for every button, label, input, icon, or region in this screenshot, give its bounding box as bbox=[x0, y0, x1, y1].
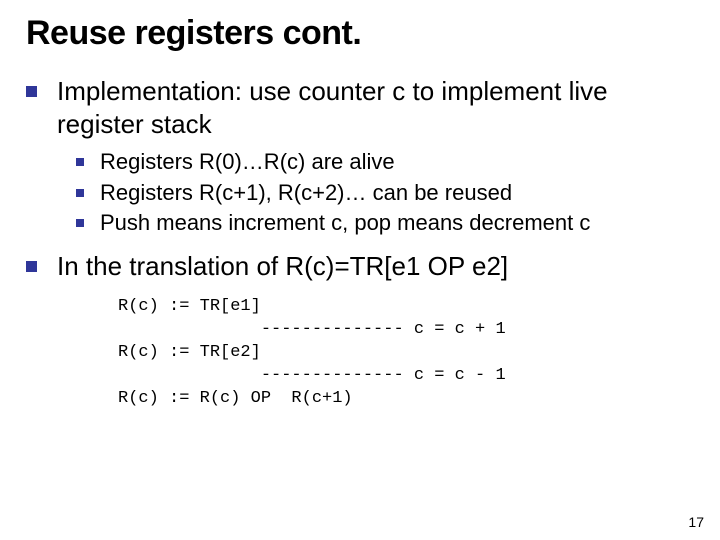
list-item: Registers R(c+1), R(c+2)… can be reused bbox=[76, 179, 694, 207]
slide: Reuse registers cont. Implementation: us… bbox=[0, 0, 720, 540]
list-item-text: In the translation of R(c)=TR[e1 OP e2] bbox=[57, 250, 694, 283]
list-item: In the translation of R(c)=TR[e1 OP e2] bbox=[26, 250, 694, 283]
square-bullet-icon bbox=[76, 158, 84, 166]
list-item-text: Registers R(0)…R(c) are alive bbox=[100, 148, 694, 176]
list-item: Push means increment c, pop means decrem… bbox=[76, 209, 694, 237]
list-item-text: Registers R(c+1), R(c+2)… can be reused bbox=[100, 179, 694, 207]
code-block: R(c) := TR[e1] -------------- c = c + 1 … bbox=[118, 296, 694, 411]
square-bullet-icon bbox=[76, 219, 84, 227]
square-bullet-icon bbox=[76, 189, 84, 197]
list-item-text: Push means increment c, pop means decrem… bbox=[100, 209, 694, 237]
spacer bbox=[26, 240, 694, 250]
square-bullet-icon bbox=[26, 86, 37, 97]
page-number: 17 bbox=[688, 514, 704, 530]
list-item: Registers R(0)…R(c) are alive bbox=[76, 148, 694, 176]
square-bullet-icon bbox=[26, 261, 37, 272]
slide-title: Reuse registers cont. bbox=[26, 14, 694, 53]
list-item-text: Implementation: use counter c to impleme… bbox=[57, 75, 694, 140]
list-item: Implementation: use counter c to impleme… bbox=[26, 75, 694, 140]
